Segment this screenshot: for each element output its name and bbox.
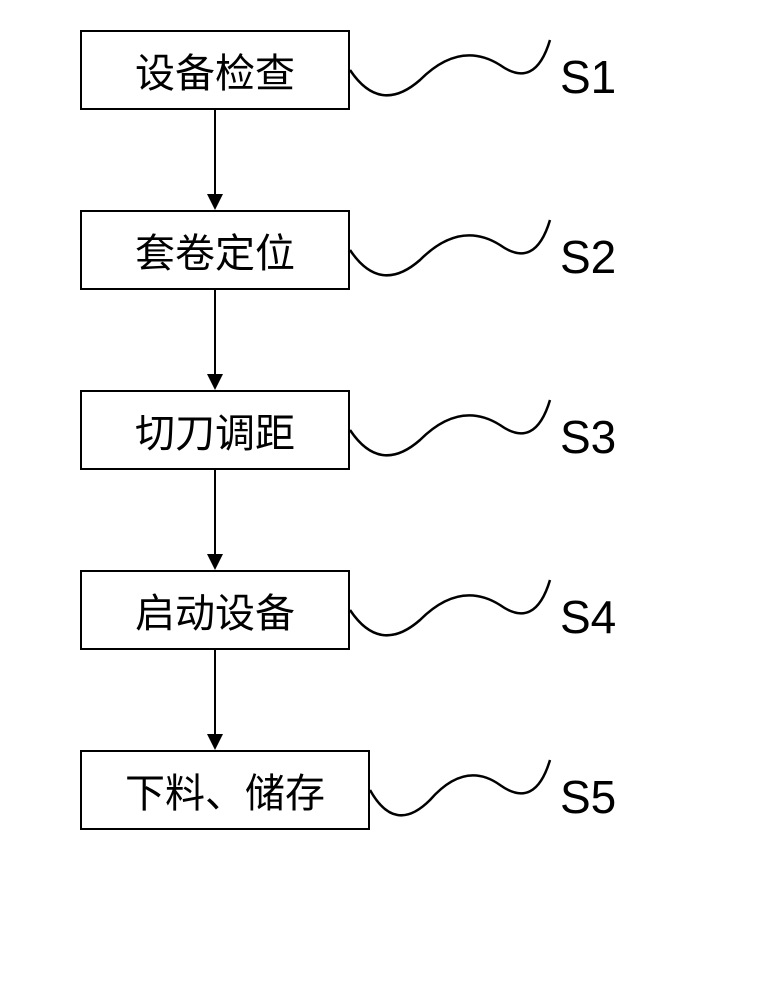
arrow-s1-s2 (214, 110, 216, 194)
step-label-s3: S3 (560, 410, 616, 464)
arrow-head-s3-s4 (207, 554, 223, 570)
flowchart-container: 设备检查 S1 套卷定位 S2 切刀调距 S3 启动设备 S4 (80, 30, 687, 970)
step-label-s5: S5 (560, 770, 616, 824)
step-box-s4: 启动设备 (80, 570, 350, 650)
step-box-s5: 下料、储存 (80, 750, 370, 830)
arrow-s4-s5 (214, 650, 216, 734)
step-label-s4: S4 (560, 590, 616, 644)
wavy-connector-s2 (350, 205, 560, 300)
arrow-head-s1-s2 (207, 194, 223, 210)
wavy-connector-s5 (370, 745, 560, 840)
step-box-s2: 套卷定位 (80, 210, 350, 290)
wavy-connector-s1 (350, 25, 560, 120)
wavy-connector-s3 (350, 385, 560, 480)
arrow-s3-s4 (214, 470, 216, 554)
arrow-head-s4-s5 (207, 734, 223, 750)
step-text-s5: 下料、储存 (125, 761, 325, 819)
step-text-s1: 设备检查 (135, 41, 295, 99)
step-text-s2: 套卷定位 (135, 221, 295, 279)
step-text-s3: 切刀调距 (135, 401, 295, 459)
step-label-s1: S1 (560, 50, 616, 104)
step-box-s1: 设备检查 (80, 30, 350, 110)
step-text-s4: 启动设备 (135, 581, 295, 639)
wavy-connector-s4 (350, 565, 560, 660)
step-box-s3: 切刀调距 (80, 390, 350, 470)
arrow-head-s2-s3 (207, 374, 223, 390)
step-label-s2: S2 (560, 230, 616, 284)
arrow-s2-s3 (214, 290, 216, 374)
